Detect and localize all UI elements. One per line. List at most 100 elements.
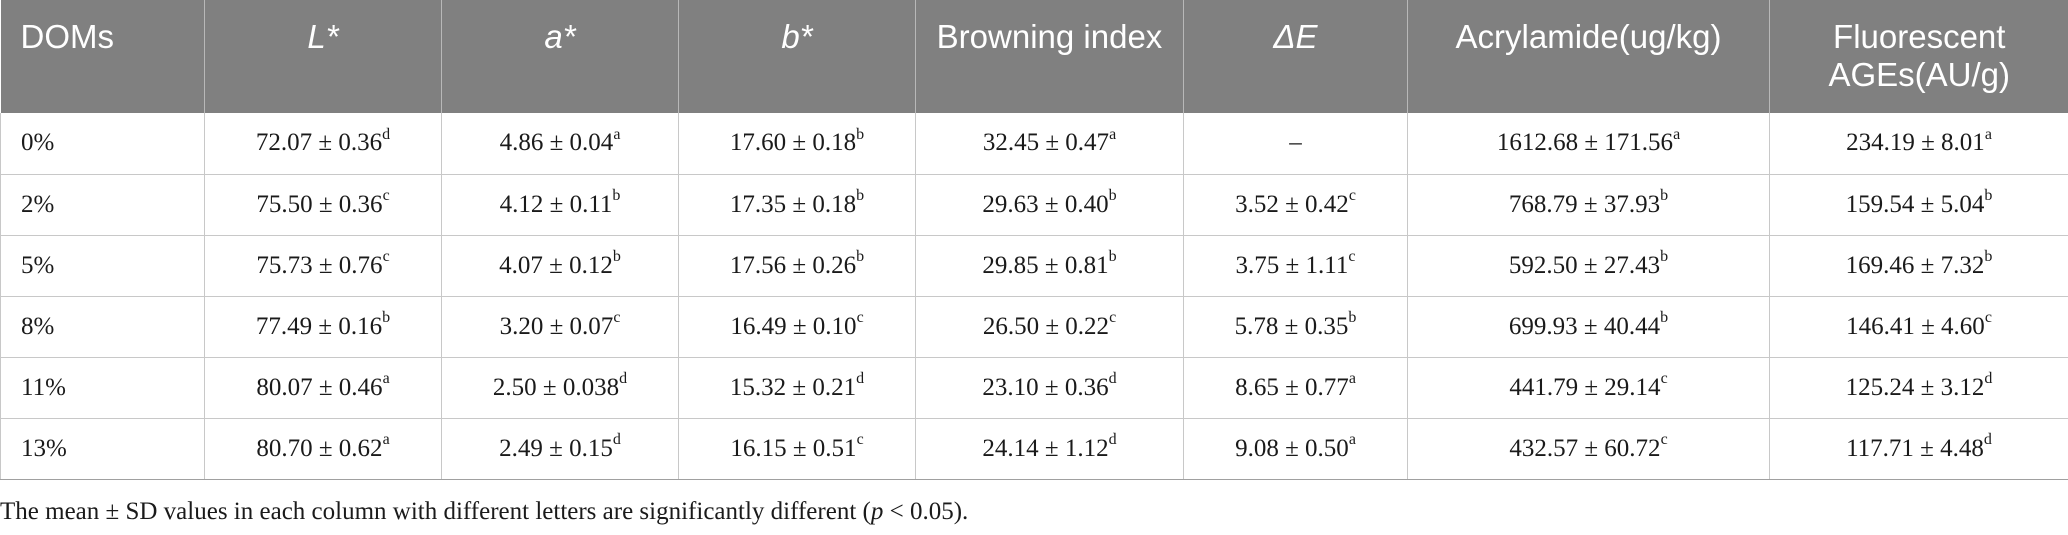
table-cell: 26.50 ± 0.22c — [915, 296, 1184, 358]
cell-value: 80.07 ± 0.46 — [256, 373, 383, 401]
table-cell: 17.60 ± 0.18b — [678, 113, 916, 175]
table-cell: 29.63 ± 0.40b — [915, 174, 1184, 236]
column-header: a* — [441, 0, 679, 113]
table-cell: 768.79 ± 37.93b — [1407, 174, 1770, 236]
table-body: 0% 72.07 ± 0.36d 4.86 ± 0.04a 17.60 ± 0.18b… — [0, 113, 2068, 480]
column-header: Acrylamide(ug/kg) — [1407, 0, 1770, 113]
table-cell: 3.52 ± 0.42c — [1183, 174, 1408, 236]
cell-value: 4.07 ± 0.12 — [499, 251, 613, 279]
data-table-container: DOMs L* a* b* Browning index ΔE Acrylamide(ug/… — [0, 0, 2068, 480]
table-cell: 592.50 ± 27.43b — [1407, 235, 1770, 297]
significance-letter: d — [619, 370, 628, 388]
cell-value: 3.75 ± 1.11 — [1235, 251, 1349, 279]
significance-letter: c — [382, 187, 390, 205]
significance-letter: c — [1348, 248, 1356, 266]
cell-value: 75.73 ± 0.76 — [256, 251, 383, 279]
column-header-label: Browning index — [936, 18, 1163, 55]
table-cell: 4.86 ± 0.04a — [441, 113, 679, 175]
table-row: 13% 80.70 ± 0.62a 2.49 ± 0.15d 16.15 ± 0.51… — [0, 418, 2068, 480]
dom-level: 13% — [21, 434, 67, 462]
cell-value: 77.49 ± 0.16 — [255, 312, 383, 340]
table-row: 0% 72.07 ± 0.36d 4.86 ± 0.04a 17.60 ± 0.18b… — [0, 113, 2068, 175]
significance-letter: b — [1660, 309, 1669, 327]
table-header: DOMs L* a* b* Browning index ΔE Acrylamide(ug/… — [0, 0, 2068, 113]
significance-letter: a — [1348, 431, 1356, 449]
cell-value: 234.19 ± 8.01 — [1846, 129, 1985, 157]
significance-letter: b — [382, 309, 391, 327]
table-row: 8% 77.49 ± 0.16b 3.20 ± 0.07c 16.49 ± 0.10c… — [0, 296, 2068, 358]
row-label-cell: 5% — [0, 235, 205, 297]
column-header-label: b* — [781, 18, 813, 55]
row-label-cell: 13% — [0, 418, 205, 480]
column-header-label: Fluorescent AGEs(AU/g) — [1828, 18, 2011, 93]
row-label-cell: 8% — [0, 296, 205, 358]
table-cell: 80.70 ± 0.62a — [204, 418, 442, 480]
table-cell: 4.12 ± 0.11b — [441, 174, 679, 236]
cell-value: 29.85 ± 0.81 — [982, 251, 1109, 279]
cell-value: 699.93 ± 40.44 — [1508, 312, 1661, 340]
footnote-p-symbol: p — [870, 498, 884, 525]
significance-letter: d — [1983, 431, 1992, 449]
significance-letter: c — [1660, 370, 1668, 388]
cell-value: 9.08 ± 0.50 — [1235, 434, 1349, 462]
cell-value: 441.79 ± 29.14 — [1509, 373, 1661, 401]
cell-value: 17.60 ± 0.18 — [729, 129, 857, 157]
cell-value: 24.14 ± 1.12 — [982, 434, 1109, 462]
table-cell: 234.19 ± 8.01a — [1769, 113, 2068, 175]
cell-value: 169.46 ± 7.32 — [1845, 251, 1985, 279]
cell-value: 72.07 ± 0.36 — [255, 129, 383, 157]
cell-value: 80.70 ± 0.62 — [256, 434, 383, 462]
significance-letter: d — [856, 370, 865, 388]
significance-letter: d — [1108, 431, 1117, 449]
significance-letter: a — [1673, 125, 1681, 143]
table-cell: 75.73 ± 0.76c — [204, 235, 442, 297]
cell-value: 3.52 ± 0.42 — [1235, 190, 1349, 218]
table-cell: 9.08 ± 0.50a — [1183, 418, 1408, 480]
column-header: DOMs — [0, 0, 205, 113]
cell-value: – — [1289, 129, 1302, 157]
table-cell: 3.20 ± 0.07c — [441, 296, 679, 358]
significance-letter: d — [1984, 370, 1993, 388]
significance-letter: c — [613, 309, 621, 327]
significance-letter: b — [1108, 248, 1117, 266]
table-cell: 75.50 ± 0.36c — [204, 174, 442, 236]
table-cell: 32.45 ± 0.47a — [915, 113, 1184, 175]
significance-letter: c — [856, 431, 864, 449]
significance-letter: d — [612, 431, 621, 449]
cell-value: 17.35 ± 0.18 — [729, 190, 857, 218]
table-cell: 16.49 ± 0.10c — [678, 296, 916, 358]
table-cell: 699.93 ± 40.44b — [1407, 296, 1770, 358]
table-cell: 125.24 ± 3.12d — [1769, 357, 2068, 419]
significance-letter: b — [1660, 248, 1669, 266]
row-label-cell: 0% — [0, 113, 205, 175]
cell-value: 3.20 ± 0.07 — [499, 312, 614, 340]
table-cell: 77.49 ± 0.16b — [204, 296, 442, 358]
column-header: Fluorescent AGEs(AU/g) — [1769, 0, 2068, 113]
dom-level: 5% — [21, 251, 55, 279]
cell-value: 2.50 ± 0.038 — [492, 373, 620, 401]
table-cell: 17.56 ± 0.26b — [678, 235, 916, 297]
dom-level: 8% — [21, 312, 55, 340]
table-cell: – — [1183, 113, 1408, 175]
table-cell: 169.46 ± 7.32b — [1769, 235, 2068, 297]
significance-letter: b — [612, 248, 621, 266]
significance-letter: c — [1660, 431, 1668, 449]
dom-level: 2% — [21, 190, 55, 218]
cell-value: 16.49 ± 0.10 — [730, 312, 857, 340]
column-header: Browning index — [915, 0, 1184, 113]
cell-value: 592.50 ± 27.43 — [1508, 251, 1661, 279]
significance-letter: b — [856, 248, 865, 266]
cell-value: 2.49 ± 0.15 — [499, 434, 613, 462]
column-header-label: L* — [307, 18, 339, 55]
table-cell: 441.79 ± 29.14c — [1407, 357, 1770, 419]
table-cell: 15.32 ± 0.21d — [678, 357, 916, 419]
table-cell: 23.10 ± 0.36d — [915, 357, 1184, 419]
table-cell: 117.71 ± 4.48d — [1769, 418, 2068, 480]
significance-letter: a — [1984, 125, 1992, 143]
cell-value: 23.10 ± 0.36 — [982, 373, 1109, 401]
table-cell: 4.07 ± 0.12b — [441, 235, 679, 297]
cell-value: 15.32 ± 0.21 — [729, 373, 857, 401]
significance-letter: b — [856, 125, 865, 143]
significance-letter: c — [1348, 187, 1356, 205]
cell-value: 146.41 ± 4.60 — [1846, 312, 1985, 340]
